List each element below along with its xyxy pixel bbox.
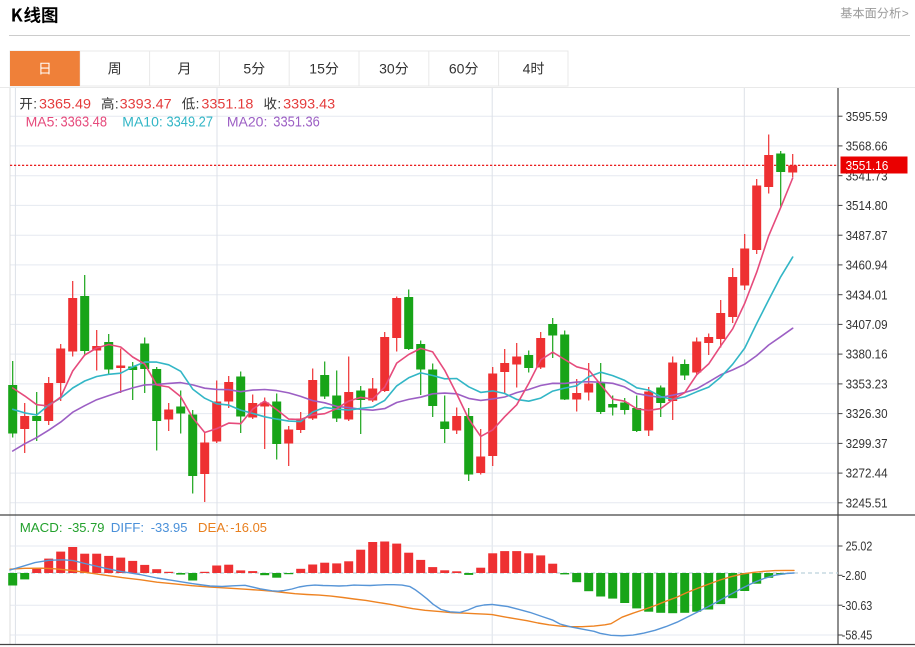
svg-text:3380.16: 3380.16 bbox=[846, 347, 888, 362]
svg-text:3551.16: 3551.16 bbox=[846, 158, 889, 173]
svg-text:MA5:: MA5: bbox=[26, 114, 59, 130]
svg-text:3514.80: 3514.80 bbox=[846, 198, 888, 213]
svg-text:15: 15 bbox=[309, 61, 325, 77]
svg-text:3460.94: 3460.94 bbox=[846, 258, 888, 273]
svg-text::: : bbox=[115, 97, 119, 112]
svg-text:3272.44: 3272.44 bbox=[846, 466, 888, 481]
svg-text:MACD:: MACD: bbox=[20, 520, 63, 535]
svg-text::: : bbox=[277, 97, 281, 112]
svg-text:25.02: 25.02 bbox=[846, 539, 873, 554]
svg-text:3393.47: 3393.47 bbox=[120, 97, 172, 112]
svg-text:30: 30 bbox=[379, 61, 395, 77]
svg-text:-30.63: -30.63 bbox=[842, 598, 873, 613]
svg-text:3351.18: 3351.18 bbox=[201, 97, 253, 112]
svg-text:-58.45: -58.45 bbox=[842, 628, 873, 643]
svg-text:MA10:: MA10: bbox=[122, 114, 162, 130]
svg-text:>: > bbox=[902, 7, 909, 21]
svg-text:60: 60 bbox=[449, 61, 465, 77]
svg-text:-33.95: -33.95 bbox=[151, 520, 188, 535]
svg-text:3353.23: 3353.23 bbox=[846, 377, 888, 392]
svg-text:3365.49: 3365.49 bbox=[39, 97, 91, 112]
svg-text:3393.43: 3393.43 bbox=[283, 97, 335, 112]
svg-text:-2.80: -2.80 bbox=[842, 568, 867, 583]
svg-text:3326.30: 3326.30 bbox=[846, 406, 888, 421]
svg-text::: : bbox=[196, 97, 200, 112]
svg-text:3351.36: 3351.36 bbox=[273, 115, 320, 131]
svg-text:3299.37: 3299.37 bbox=[846, 436, 888, 451]
svg-text:3245.51: 3245.51 bbox=[846, 495, 888, 510]
svg-text:3434.01: 3434.01 bbox=[846, 287, 888, 302]
svg-text:DIFF:: DIFF: bbox=[111, 520, 144, 535]
svg-text:3349.27: 3349.27 bbox=[167, 115, 214, 131]
svg-text::: : bbox=[33, 97, 37, 112]
svg-text:DEA:: DEA: bbox=[198, 520, 229, 535]
svg-text:-16.05: -16.05 bbox=[230, 520, 267, 535]
svg-text:3363.48: 3363.48 bbox=[61, 115, 108, 131]
svg-text:3487.87: 3487.87 bbox=[846, 228, 888, 243]
svg-text:-35.79: -35.79 bbox=[68, 520, 105, 535]
svg-text:5: 5 bbox=[243, 61, 251, 77]
svg-text:3407.09: 3407.09 bbox=[846, 317, 888, 332]
svg-text:3595.59: 3595.59 bbox=[846, 109, 888, 124]
svg-text:3568.66: 3568.66 bbox=[846, 139, 888, 154]
svg-text:MA20:: MA20: bbox=[227, 114, 267, 130]
svg-text:4: 4 bbox=[523, 61, 531, 77]
